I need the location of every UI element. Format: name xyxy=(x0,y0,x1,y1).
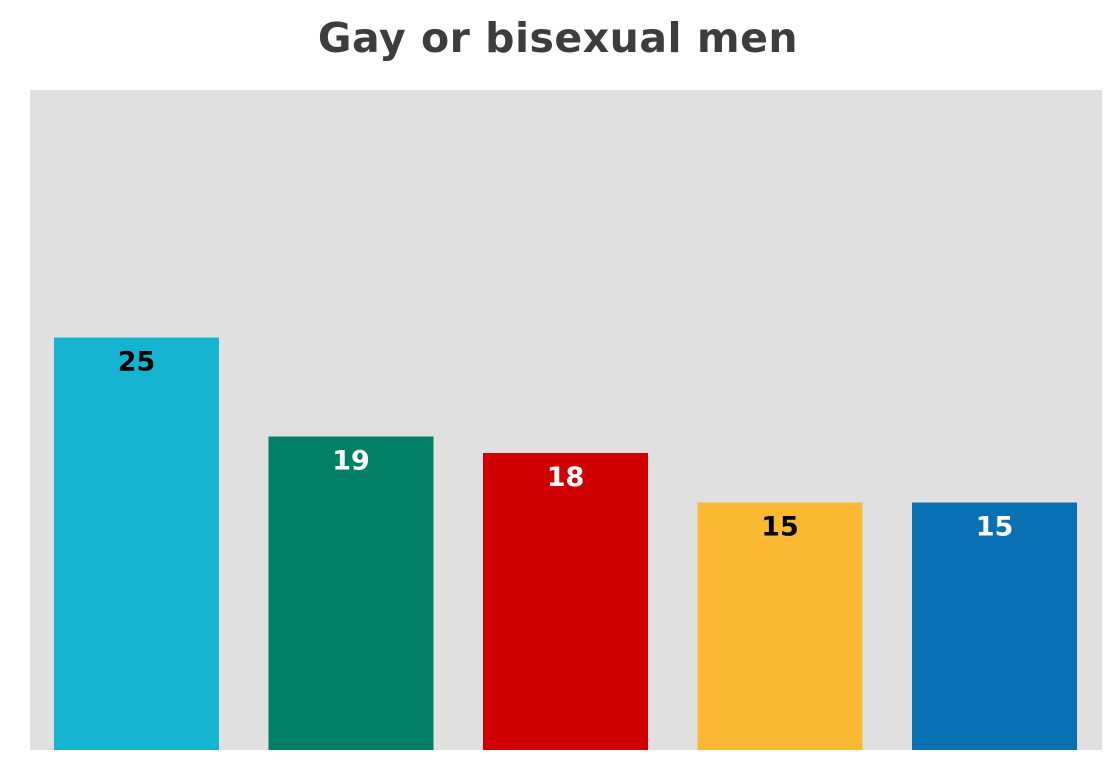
bar-3 xyxy=(483,453,648,750)
bar-value-label-3: 18 xyxy=(547,462,585,493)
bar-5 xyxy=(912,502,1077,750)
chart-title: Gay or bisexual men xyxy=(317,14,799,62)
bar-value-label-1: 25 xyxy=(118,347,156,378)
bar-1 xyxy=(54,337,219,750)
bar-2 xyxy=(268,436,434,750)
bar-value-label-4: 15 xyxy=(761,512,799,543)
bar-4 xyxy=(697,502,863,750)
bar-value-label-5: 15 xyxy=(976,512,1014,543)
bar-value-label-2: 19 xyxy=(332,446,370,477)
bars-group: 25 19 18 15 15 xyxy=(54,337,1077,750)
